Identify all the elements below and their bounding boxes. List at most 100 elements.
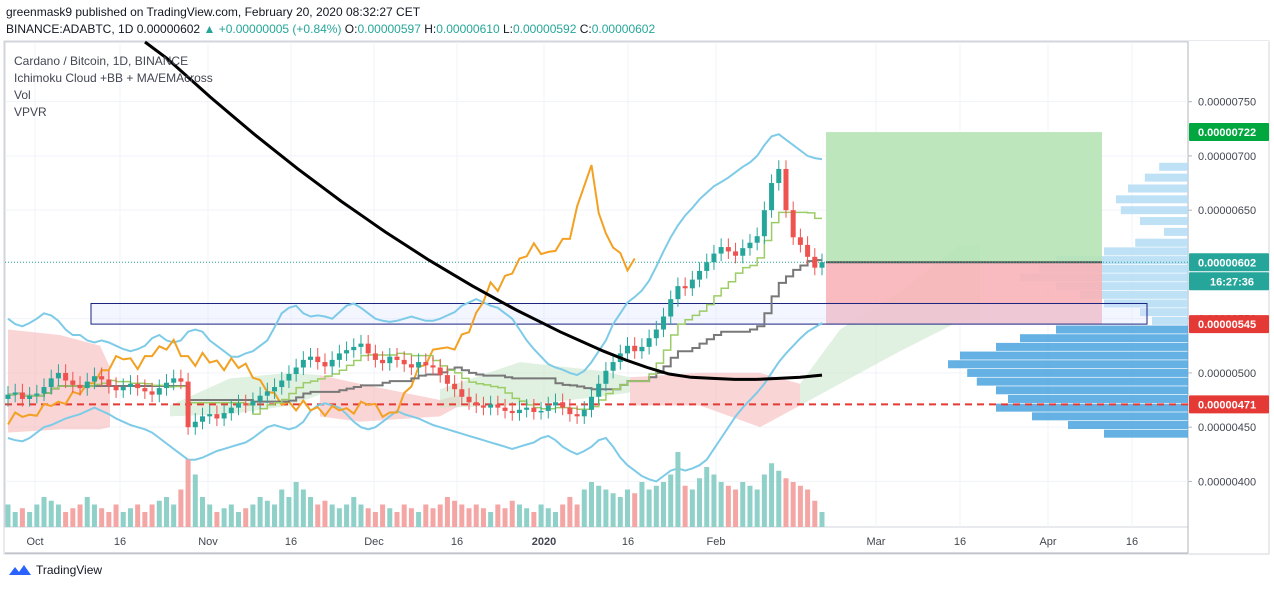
candle-body: [157, 388, 162, 395]
legend-indicator-vpvr[interactable]: VPVR: [14, 104, 213, 121]
candle-body: [380, 360, 385, 363]
volume-bar: [142, 512, 147, 527]
volume-bar: [106, 512, 111, 527]
candle-body: [438, 368, 443, 376]
volume-bar: [812, 501, 817, 527]
volume-bar: [582, 490, 587, 528]
price-tag-label: 0.00000545: [1198, 319, 1256, 331]
volume-bar: [330, 505, 335, 528]
candle-body: [755, 236, 760, 243]
target-zone: [826, 132, 1102, 262]
volume-profile-bar: [1128, 184, 1188, 192]
volume-bar: [747, 486, 752, 527]
candle-body: [495, 404, 500, 407]
volume-bar: [639, 482, 644, 527]
candle-body: [294, 368, 299, 375]
volume-bar: [503, 508, 508, 527]
candle-body: [186, 382, 191, 428]
volume-bar: [70, 508, 75, 527]
change-value: +0.00000005 (+0.84%): [219, 22, 342, 36]
candle-body: [783, 169, 788, 210]
candle-body: [135, 384, 140, 388]
candle-body: [366, 344, 371, 354]
candle-body: [42, 387, 47, 394]
volume-bar: [308, 497, 313, 527]
volume-bar: [704, 467, 709, 527]
candle-body: [683, 286, 688, 288]
open-value: 0.00000597: [357, 22, 420, 36]
candle-body: [114, 386, 119, 390]
axis-mask: [1189, 41, 1269, 42]
volume-bar: [762, 475, 767, 528]
candle-body: [236, 403, 241, 407]
volume-bar: [690, 490, 695, 528]
price-tag-label: 0.00000722: [1198, 127, 1256, 139]
close-label: C:: [580, 22, 592, 36]
volume-bar: [452, 501, 457, 527]
volume-profile-bar: [996, 386, 1188, 394]
candle-body: [791, 210, 796, 237]
x-tick-label: Mar: [867, 536, 886, 548]
volume-bar: [229, 505, 234, 528]
candle-body: [92, 376, 97, 381]
x-tick-label: 16: [451, 536, 463, 548]
volume-bar: [510, 501, 515, 527]
legend-indicator-vol[interactable]: Vol: [14, 87, 213, 104]
volume-bar: [416, 512, 421, 527]
volume-bar: [697, 478, 702, 527]
candle-body: [63, 373, 68, 381]
candle-body: [675, 286, 680, 299]
candle-body: [402, 360, 407, 364]
volume-bar: [344, 505, 349, 528]
candle-body: [531, 408, 536, 412]
volume-bar: [322, 501, 327, 527]
volume-bar: [791, 482, 796, 527]
candle-body: [243, 403, 248, 405]
volume-bar: [603, 490, 608, 528]
candle-body: [560, 402, 565, 407]
volume-bar: [575, 505, 580, 528]
candle-body: [214, 414, 219, 418]
volume-bar: [294, 482, 299, 527]
volume-bar: [661, 482, 666, 527]
candle-body: [503, 408, 508, 411]
volume-bar: [337, 508, 342, 527]
candle-body: [539, 411, 544, 413]
volume-bar: [654, 486, 659, 527]
volume-bar: [171, 505, 176, 528]
candle-body: [142, 388, 147, 391]
ohlc-header: BINANCE:ADABTC, 1D 0.00000602 ▲ +0.00000…: [6, 22, 655, 36]
volume-profile-bar: [1135, 239, 1188, 247]
volume-bar: [150, 505, 155, 528]
candle-body: [258, 396, 263, 401]
chart-legend: Cardano / Bitcoin, 1D, BINANCE Ichimoku …: [14, 53, 213, 121]
volume-profile-bar: [1140, 217, 1188, 225]
legend-indicator-ichimoku[interactable]: Ichimoku Cloud +BB + MA/EMAcross: [14, 70, 213, 87]
candle-body: [704, 262, 709, 271]
candle-body: [798, 237, 803, 245]
x-tick-label: 2020: [532, 536, 556, 548]
volume-bar: [675, 452, 680, 527]
legend-title[interactable]: Cardano / Bitcoin, 1D, BINANCE: [14, 53, 213, 70]
volume-bar: [315, 505, 320, 528]
volume-bar: [567, 497, 572, 527]
footer-brand[interactable]: TradingView: [8, 563, 102, 577]
candle-body: [128, 384, 133, 387]
candle-body: [49, 378, 54, 387]
candle-body: [776, 169, 781, 183]
volume-bar: [546, 508, 551, 527]
volume-profile-bar: [1116, 195, 1188, 203]
volume-bar: [164, 497, 169, 527]
volume-bar: [92, 505, 97, 528]
candle-body: [301, 360, 306, 368]
volume-bar: [20, 508, 25, 527]
volume-bar: [193, 475, 198, 528]
candle-body: [467, 397, 472, 402]
volume-profile-bar: [967, 369, 1188, 377]
volume-bar: [560, 505, 565, 528]
candle-body: [553, 402, 558, 405]
y-tick-label: 0.00000400: [1198, 476, 1256, 488]
candle-body: [582, 410, 587, 417]
candle-body: [337, 353, 342, 360]
volume-profile-bar: [1056, 326, 1188, 334]
